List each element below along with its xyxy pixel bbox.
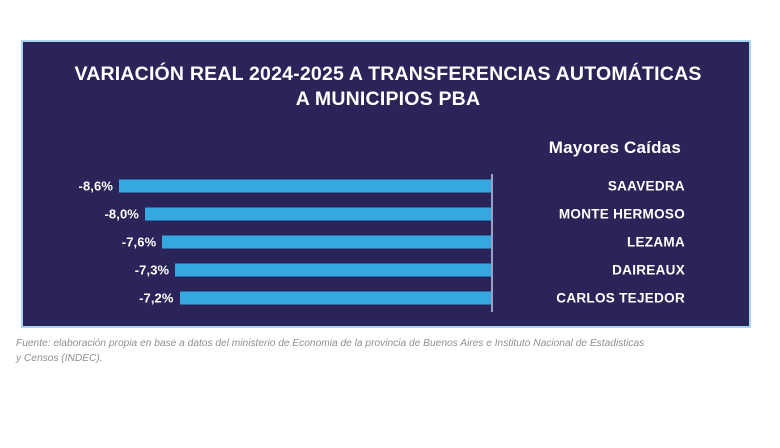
- bar-value-label: -8,0%: [104, 206, 139, 222]
- chart-panel: VARIACIÓN REAL 2024-2025 A TRANSFERENCIA…: [21, 40, 751, 328]
- bar-lezama: [162, 235, 491, 249]
- plot-area: -8,6% SAAVEDRA -8,0% MONTE HERMOSO -7,6%…: [23, 172, 753, 312]
- bar-row: -8,6% SAAVEDRA: [23, 172, 753, 200]
- bar-saavedra: [119, 179, 491, 193]
- bar-row: -7,6% LEZAMA: [23, 228, 753, 256]
- bar-row: -7,2% CARLOS TEJEDOR: [23, 284, 753, 312]
- bar-daireaux: [175, 263, 491, 277]
- chart-title-line-1: VARIACIÓN REAL 2024-2025 A TRANSFERENCIA…: [74, 63, 702, 85]
- legend-heading: Mayores Caídas: [548, 138, 681, 157]
- bar-row: -7,3% DAIREAUX: [23, 256, 753, 284]
- bar-category-label: CARLOS TEJEDOR: [556, 290, 685, 306]
- bar-value-label: -8,6%: [78, 178, 113, 194]
- page-title: VARIACIÓN REAL 2024-2025 A TRANSFERENCIA…: [23, 62, 753, 112]
- bar-row: -8,0% MONTE HERMOSO: [23, 200, 753, 228]
- bar-category-label: LEZAMA: [626, 234, 685, 250]
- bar-value-label: -7,2%: [139, 290, 174, 306]
- bar-category-label: SAAVEDRA: [607, 178, 685, 194]
- zero-axis-line: [491, 174, 493, 312]
- source-note-line-2: y Censos (INDEC).: [16, 353, 103, 364]
- source-note: Fuente: elaboración propia en base a dat…: [16, 336, 764, 366]
- bar-category-label: DAIREAUX: [612, 262, 685, 278]
- bar-value-label: -7,6%: [121, 234, 157, 250]
- bar-value-label: -7,3%: [134, 262, 170, 278]
- bar-category-label: MONTE HERMOSO: [558, 206, 685, 222]
- source-note-line-1: Fuente: elaboración propia en base a dat…: [16, 338, 645, 349]
- chart-title-line-2: A MUNICIPIOS PBA: [295, 88, 481, 110]
- bar-carlos-tejedor: [179, 291, 491, 305]
- bar-monte-hermoso: [144, 207, 491, 221]
